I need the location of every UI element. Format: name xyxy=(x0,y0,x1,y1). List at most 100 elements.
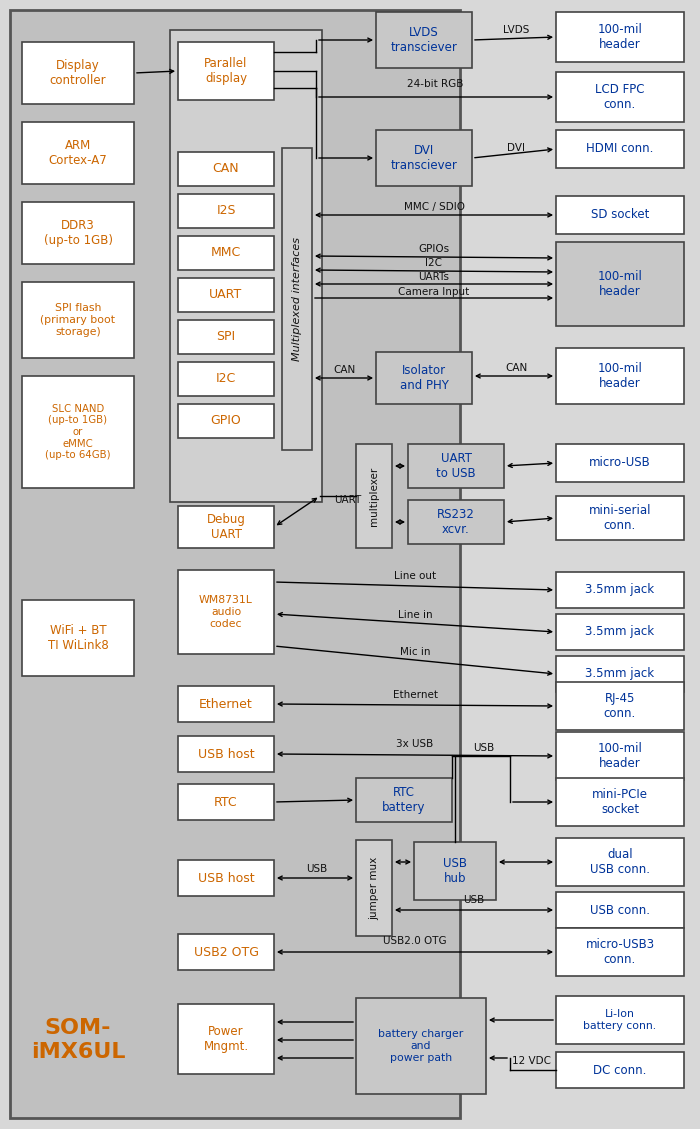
Bar xyxy=(408,500,504,544)
Text: USB host: USB host xyxy=(197,872,254,884)
Bar xyxy=(376,352,472,404)
Bar xyxy=(178,236,274,270)
Text: SPI flash
(primary boot
storage): SPI flash (primary boot storage) xyxy=(41,304,116,336)
Bar xyxy=(178,1004,274,1074)
Bar xyxy=(10,10,460,1118)
Bar xyxy=(556,928,684,975)
Text: Power
Mngmt.: Power Mngmt. xyxy=(204,1025,248,1053)
Bar xyxy=(556,996,684,1044)
Bar xyxy=(556,72,684,122)
Bar xyxy=(556,778,684,826)
Text: USB: USB xyxy=(463,895,484,905)
Text: USB host: USB host xyxy=(197,747,254,761)
Bar xyxy=(556,614,684,650)
Text: Line out: Line out xyxy=(394,571,436,581)
Text: CAN: CAN xyxy=(333,365,355,375)
Text: DC conn.: DC conn. xyxy=(594,1064,647,1076)
Text: Debug
UART: Debug UART xyxy=(206,513,246,541)
Text: SLC NAND
(up-to 1GB)
or
eMMC
(up-to 64GB): SLC NAND (up-to 1GB) or eMMC (up-to 64GB… xyxy=(46,404,111,461)
Text: Isolator
and PHY: Isolator and PHY xyxy=(400,364,449,392)
Text: ARM
Cortex-A7: ARM Cortex-A7 xyxy=(48,139,107,167)
Bar xyxy=(556,496,684,540)
Text: GPIO: GPIO xyxy=(211,414,241,428)
Bar xyxy=(556,892,684,928)
Bar xyxy=(22,376,134,488)
Text: SD socket: SD socket xyxy=(591,209,649,221)
Bar xyxy=(556,12,684,62)
Text: micro-USB: micro-USB xyxy=(589,456,651,470)
Bar xyxy=(556,444,684,482)
Bar xyxy=(178,570,274,654)
Text: Ethernet: Ethernet xyxy=(199,698,253,710)
Bar xyxy=(178,152,274,186)
Text: LCD FPC
conn.: LCD FPC conn. xyxy=(595,84,645,111)
Bar xyxy=(178,320,274,355)
Text: RTC
battery: RTC battery xyxy=(382,786,426,814)
Text: Multiplexed interfaces: Multiplexed interfaces xyxy=(292,237,302,361)
Bar xyxy=(178,686,274,723)
Bar xyxy=(22,282,134,358)
Text: 12 VDC: 12 VDC xyxy=(512,1056,552,1066)
Text: RS232
xcvr.: RS232 xcvr. xyxy=(437,508,475,536)
Bar xyxy=(22,122,134,184)
Bar xyxy=(556,682,684,730)
Text: UART: UART xyxy=(335,495,362,505)
Text: WM8731L
audio
codec: WM8731L audio codec xyxy=(199,595,253,629)
Bar xyxy=(22,202,134,264)
Text: Display
controller: Display controller xyxy=(50,59,106,87)
Bar xyxy=(282,148,312,450)
Text: CAN: CAN xyxy=(213,163,239,175)
Text: USB2.0 OTG: USB2.0 OTG xyxy=(383,936,447,946)
Text: MMC: MMC xyxy=(211,246,241,260)
Text: 24-bit RGB: 24-bit RGB xyxy=(407,79,463,89)
Text: USB: USB xyxy=(473,743,495,753)
Text: 3.5mm jack: 3.5mm jack xyxy=(585,667,654,681)
Bar xyxy=(178,934,274,970)
Bar xyxy=(356,778,452,822)
Text: 100-mil
header: 100-mil header xyxy=(598,742,643,770)
Bar xyxy=(22,599,134,676)
Text: 3.5mm jack: 3.5mm jack xyxy=(585,625,654,639)
Text: GPIOs: GPIOs xyxy=(419,244,449,254)
Text: battery charger
and
power path: battery charger and power path xyxy=(379,1030,463,1062)
Bar xyxy=(178,736,274,772)
Text: LVDS: LVDS xyxy=(503,25,529,35)
Text: mini-serial
conn.: mini-serial conn. xyxy=(589,504,651,532)
Text: USB conn.: USB conn. xyxy=(590,903,650,917)
Bar xyxy=(556,656,684,692)
Bar xyxy=(178,278,274,312)
Bar xyxy=(556,130,684,168)
Text: jumper mux: jumper mux xyxy=(369,857,379,920)
Bar xyxy=(178,194,274,228)
Text: Camera Input: Camera Input xyxy=(398,287,470,297)
Bar xyxy=(556,1052,684,1088)
Text: 100-mil
header: 100-mil header xyxy=(598,270,643,298)
Bar xyxy=(356,840,392,936)
Text: I2S: I2S xyxy=(216,204,236,218)
Bar xyxy=(178,362,274,396)
Text: UART: UART xyxy=(209,289,243,301)
Bar xyxy=(376,12,472,68)
Text: MMC / SDIO: MMC / SDIO xyxy=(403,202,465,212)
Bar xyxy=(178,506,274,548)
Text: Ethernet: Ethernet xyxy=(393,690,438,700)
Text: Parallel
display: Parallel display xyxy=(204,56,248,85)
Bar xyxy=(178,860,274,896)
Text: 3.5mm jack: 3.5mm jack xyxy=(585,584,654,596)
Text: mini-PCIe
socket: mini-PCIe socket xyxy=(592,788,648,816)
Bar xyxy=(356,444,392,548)
Text: DDR3
(up-to 1GB): DDR3 (up-to 1GB) xyxy=(43,219,113,247)
Text: USB: USB xyxy=(307,864,328,874)
Bar xyxy=(22,42,134,104)
Bar xyxy=(356,998,486,1094)
Bar xyxy=(414,842,496,900)
Bar xyxy=(178,42,274,100)
Bar xyxy=(408,444,504,488)
Text: I2C: I2C xyxy=(426,259,442,268)
Text: micro-USB3
conn.: micro-USB3 conn. xyxy=(585,938,654,966)
Bar xyxy=(556,732,684,780)
Text: UART
to USB: UART to USB xyxy=(436,452,476,480)
Text: RJ-45
conn.: RJ-45 conn. xyxy=(604,692,636,720)
Text: Li-Ion
battery conn.: Li-Ion battery conn. xyxy=(583,1009,657,1031)
Bar xyxy=(376,130,472,186)
